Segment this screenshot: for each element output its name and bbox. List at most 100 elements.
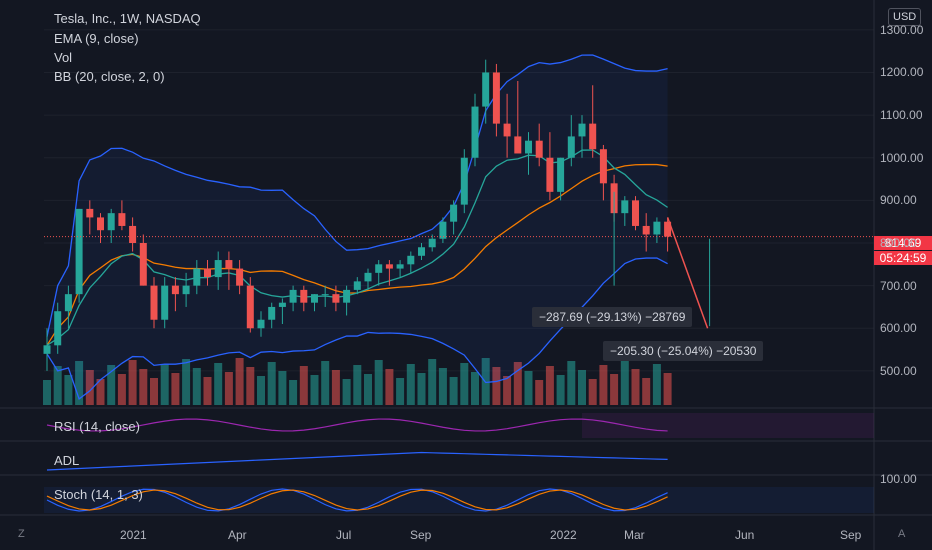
volume-bar [107,365,116,405]
candle-body [418,247,425,256]
volume-bar [85,370,94,405]
candle-body [450,204,458,222]
volume-bar [578,370,586,405]
candle-body [664,221,672,237]
volume-bar [374,360,383,405]
indicator-bb[interactable]: BB (20, close, 2, 0) [54,69,165,84]
candle-body [54,311,62,346]
candle-body [236,268,244,286]
candle-body [129,225,137,243]
volume-bar [128,360,137,405]
measure-label-2[interactable]: −205.30 (−25.04%) −20530 [603,341,764,361]
currency-button[interactable]: USD [888,8,922,26]
measure-label-1[interactable]: −287.69 (−29.13%) −28769 [532,307,693,327]
osc-tick-label: 100.00 [880,472,917,486]
candle-body [428,238,436,248]
candle-body [546,157,554,192]
candle-body [589,123,597,150]
volume-bar [428,359,437,405]
pane-stoch-label[interactable]: Stoch (14, 1, 3) [54,487,143,502]
pane-rsi-label[interactable]: RSI (14, close) [54,419,140,434]
volume-bar [224,372,233,405]
time-tick-label: Jun [735,528,755,542]
candle-body [396,264,404,269]
adl-line [46,451,668,471]
candle-body [257,319,265,329]
candle-body [107,213,115,231]
indicator-vol[interactable]: Vol [54,50,73,65]
volume-bar [257,376,265,405]
volume-bar [556,375,565,405]
candle-body [535,140,543,158]
log-toggle-button[interactable]: Z [18,528,25,540]
candle-body [642,225,650,235]
candle-body [439,221,447,239]
candle-body [289,289,297,303]
volume-bar [620,360,629,405]
rsi-band [582,413,874,438]
time-tick-label: 2021 [120,528,147,542]
candle-body [353,281,361,290]
price-tick-label: 900.00 [880,193,917,208]
volume-bar [503,376,512,405]
candle-body [161,285,169,320]
candle-body [385,264,393,269]
price-tick-label: 500.00 [880,363,917,378]
volume-bar [96,379,105,405]
volume-bar [182,359,191,405]
bb-fill [47,55,668,399]
volume-bar [535,380,544,405]
price-tick-label: 1200.00 [880,65,924,80]
bb-upper-line [46,54,668,337]
volume-bar [652,364,661,405]
volume-bar [171,373,180,405]
candle-body [460,157,468,205]
candle-body [567,136,575,158]
auto-scale-button[interactable]: A [898,528,906,540]
candle-body [193,268,201,286]
candle-body [118,213,126,226]
volume-bar [150,378,158,405]
candle-body [204,268,211,278]
volume-bar [449,377,458,405]
volume-bar [610,374,619,405]
candle-body [86,208,94,218]
time-tick-label: Apr [228,528,247,542]
time-tick-label: Sep [840,528,862,542]
candle-body [407,255,415,265]
candle-body [268,306,276,320]
projection-line [666,217,709,329]
volume-bar [235,358,244,405]
volume-bar [299,366,308,405]
chart-title: Tesla, Inc., 1W, NASDAQ [54,11,201,26]
candle-body [621,200,629,214]
candle-body [300,289,308,303]
candle-body [43,345,51,354]
candle-body [97,217,104,231]
candle-body [246,285,254,329]
volume-bar [267,362,276,405]
volume-bar [278,371,287,405]
volume-bar [53,366,62,405]
price-tick-label: 600.00 [880,321,917,336]
candle-body [599,149,607,184]
volume-bar [567,361,576,405]
candle-body [139,243,147,286]
pane-adl-label[interactable]: ADL [54,453,80,468]
candle-body [525,140,532,154]
volume-bar [353,365,362,405]
candle-body [375,264,383,273]
volume-bar [599,365,608,405]
volume-bar [203,377,212,405]
volume-bar [160,364,169,405]
volume-bar [342,379,351,405]
volume-bar [492,367,501,405]
volume-bar [310,375,319,405]
volume-bar [417,373,426,405]
candle-body [503,123,511,137]
indicator-ema[interactable]: EMA (9, close) [54,31,139,46]
volume-bar [545,366,554,405]
current-price-tag: 814.69 [874,236,932,250]
volume-bar [192,368,201,405]
